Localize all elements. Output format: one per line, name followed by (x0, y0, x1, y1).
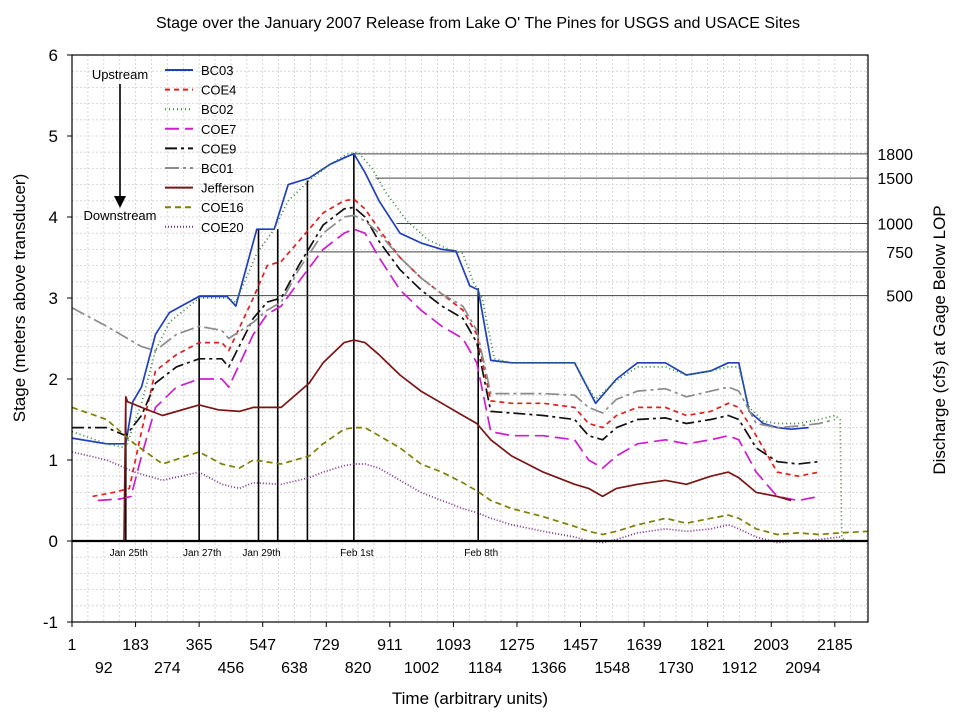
downstream-label: Downstream (84, 208, 157, 223)
series-line-coe4 (92, 198, 820, 498)
x-tick-label: 1275 (499, 637, 535, 654)
series-layer (71, 151, 869, 544)
y-tick-label: -1 (43, 613, 58, 632)
upstream-downstream-arrow: Upstream Downstream (84, 67, 157, 223)
x-tick-label: 274 (154, 660, 181, 677)
y-tick-label: 5 (49, 127, 58, 146)
series-line-coe7 (97, 228, 820, 502)
x-tick-label: 911 (377, 637, 403, 654)
x-tick-label: 92 (95, 660, 113, 677)
legend-label: COE4 (201, 83, 236, 98)
y-tick-label: 3 (49, 289, 58, 308)
event-label: Jan 27th (183, 548, 221, 559)
x-tick-label: 1002 (404, 660, 440, 677)
chart-title: Stage over the January 2007 Release from… (156, 15, 800, 32)
x-tick-label: 1548 (595, 660, 631, 677)
y-tick-label: 4 (49, 208, 58, 227)
legend: BC03 COE4 BC02 COE7 COE9 BC01 Jefferson COE16 CO… (165, 63, 254, 235)
discharge-label: 500 (886, 289, 913, 306)
x-tick-label: 1730 (658, 660, 694, 677)
x-tick-label: 2185 (817, 637, 853, 654)
discharge-markers: 1800 1500 1000 750 500 (199, 147, 913, 306)
x-tick-label: 1639 (626, 637, 662, 654)
x-tick-label: 820 (345, 660, 372, 677)
x-tick-label: 1184 (468, 660, 503, 677)
series-line-jefferson (123, 339, 792, 542)
event-label: Feb 8th (464, 548, 498, 559)
legend-label: COE16 (201, 200, 244, 215)
x-tick-label: 2003 (753, 637, 789, 654)
series-line-coe20 (71, 451, 841, 544)
x-tick-label: 2094 (785, 660, 821, 677)
x-tick-label: 1366 (531, 660, 567, 677)
discharge-label: 1800 (877, 147, 913, 164)
event-lines: Jan 25th Jan 27th Jan 29th Feb 1st Feb 8th (110, 153, 498, 559)
event-label: Feb 1st (340, 548, 374, 559)
plot-frame (71, 54, 869, 623)
y-axis-label: Stage (meters above transducer) (10, 174, 29, 423)
discharge-label: 1500 (877, 171, 913, 188)
x-tick-label: 183 (122, 637, 149, 654)
x-axis-label: Time (arbitrary units) (392, 689, 548, 708)
series-line-coe9 (72, 206, 820, 465)
grid-layer (71, 54, 868, 623)
event-label: Jan 25th (110, 548, 148, 559)
upstream-label: Upstream (92, 67, 148, 82)
axes-layer (71, 54, 869, 623)
y-tick-label: 0 (49, 532, 58, 551)
x-tick-label: 1 (68, 637, 77, 654)
x-tick-label: 638 (281, 660, 308, 677)
legend-label: COE7 (201, 122, 236, 137)
x-tick-label: 1821 (690, 637, 726, 654)
legend-label: COE20 (201, 220, 244, 235)
x-tick-label: 547 (249, 637, 276, 654)
series-line-coe16 (71, 406, 869, 536)
y-tick-label: 6 (49, 46, 58, 65)
legend-label: BC03 (201, 63, 234, 78)
series-line-bc03 (71, 152, 809, 445)
arrow-head-icon (114, 196, 126, 208)
legend-label: BC01 (201, 161, 234, 176)
x-tick-label: 1912 (722, 660, 758, 677)
x-tick-label: 365 (186, 637, 213, 654)
discharge-label: 750 (886, 245, 913, 262)
event-label: Jan 29th (242, 548, 280, 559)
y-tick-label: 1 (49, 451, 58, 470)
legend-label: COE9 (201, 141, 236, 156)
y-tick-label: 2 (49, 370, 58, 389)
x-tick-label: 1457 (563, 637, 599, 654)
x-tick-label: 1093 (436, 637, 472, 654)
legend-label: Jefferson (201, 181, 254, 196)
x-tick-label: 456 (218, 660, 245, 677)
x-tick-label: 729 (313, 637, 340, 654)
discharge-axis-label: Discharge (cfs) at Gage Below LOP (930, 205, 949, 474)
legend-label: BC02 (201, 102, 234, 117)
discharge-label: 1000 (877, 216, 913, 233)
